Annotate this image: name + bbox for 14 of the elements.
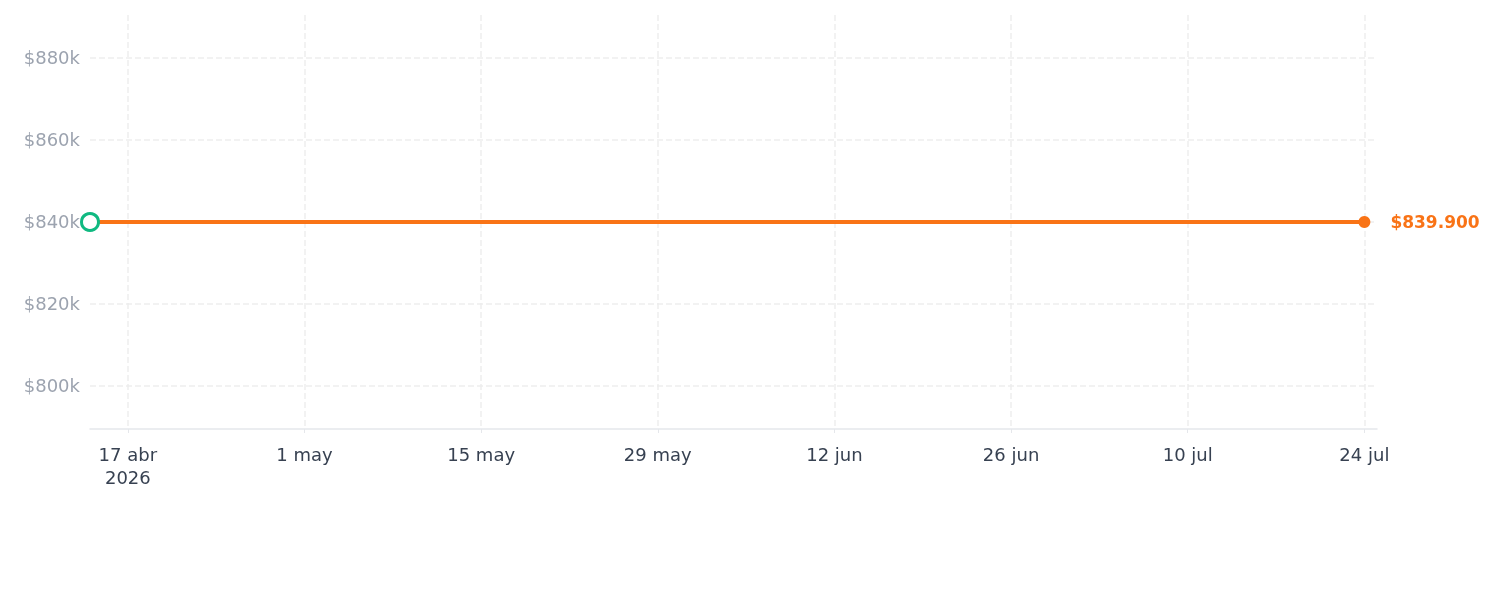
x-tick-label: 26 jun	[982, 444, 1040, 465]
y-tick-label: $840k	[23, 211, 81, 233]
y-tick-label: $820k	[23, 293, 81, 315]
x-tick-label: 12 jun	[806, 444, 863, 465]
y-tick-label: $880k	[23, 46, 81, 68]
x-tick-label: 29 may	[623, 444, 693, 465]
x-tick-label: 10 jul	[1162, 444, 1213, 465]
x-tick-label: 1 may	[276, 444, 334, 465]
x-tick-label: 15 may	[447, 444, 516, 465]
x-tick-label: 17 abr 2026	[98, 444, 158, 488]
data-label: $839.900	[1390, 212, 1480, 232]
y-tick-label: $860k	[23, 128, 81, 150]
y-tick-label: $800k	[23, 375, 81, 397]
x-tick-label: 24 jul	[1339, 444, 1390, 465]
